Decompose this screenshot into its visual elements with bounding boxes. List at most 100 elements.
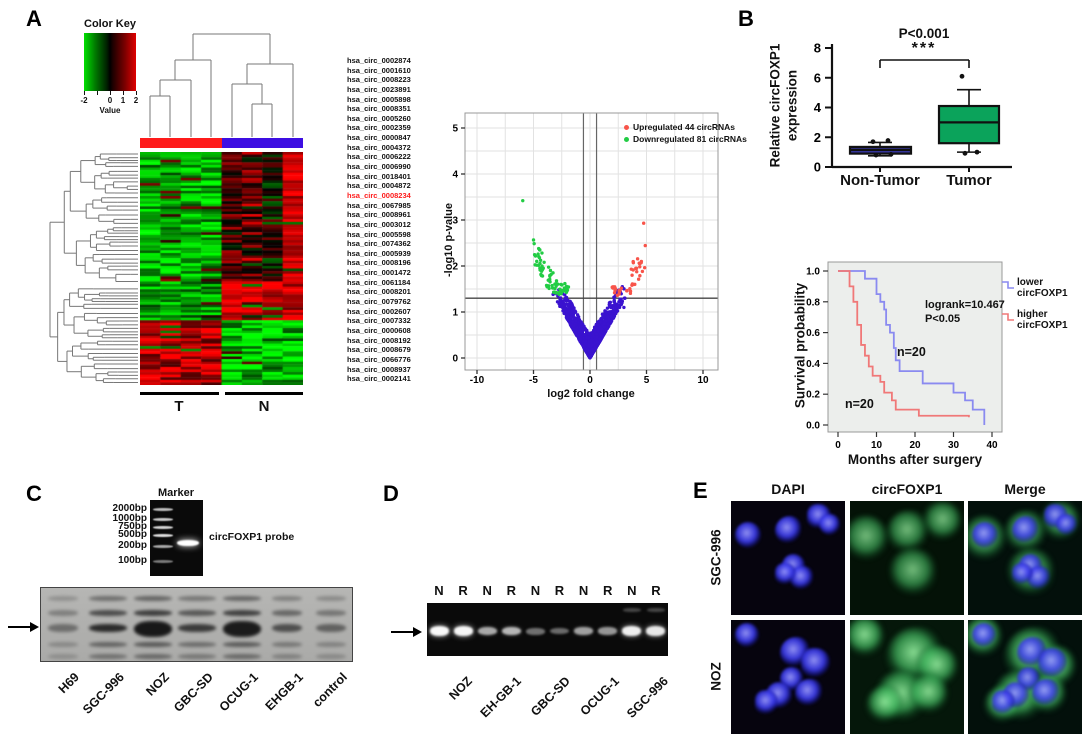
- lane-header-r: R: [458, 583, 468, 598]
- pcr-band: [477, 626, 497, 636]
- t-group-label: T: [174, 398, 184, 415]
- fluor-nucleus: [735, 623, 759, 647]
- km-y-axis-label: Survival probability: [792, 282, 808, 409]
- circrna-item: hsa_circ_0006990: [347, 162, 411, 172]
- blot-band: [89, 610, 127, 616]
- n-group-label: N: [258, 398, 270, 415]
- lane-header-n: N: [434, 583, 444, 598]
- km-legend-higher-glyph: [1002, 313, 1014, 321]
- blot-band: [316, 624, 346, 632]
- km-pvalue: P<0.05: [925, 313, 961, 325]
- fluor-nucleus: [1011, 516, 1039, 543]
- blot-band: [178, 654, 216, 659]
- probe-band: [177, 540, 199, 546]
- pcr-band: [429, 626, 449, 636]
- fluor-nucleus: [795, 678, 822, 705]
- circrna-item: hsa_circ_0005598: [347, 229, 411, 239]
- boxplot-category-nontumor: Non-Tumor: [840, 172, 920, 189]
- pcr-band: [598, 627, 618, 635]
- km-logrank: logrank=10.467: [925, 299, 1005, 311]
- circrna-item: hsa_circ_0002607: [347, 306, 411, 316]
- panel-e-label: E: [693, 478, 708, 503]
- blot-band: [272, 642, 302, 647]
- circrna-item: hsa_circ_0074362: [347, 239, 411, 249]
- color-key-tick-label: -2: [80, 96, 88, 105]
- fluor-nucleus: [1032, 678, 1059, 705]
- km-y-tick: 0.0: [806, 421, 820, 432]
- probe-label: circFOXP1 probe: [209, 531, 295, 543]
- n-group-underline: [225, 392, 303, 396]
- fluor-tile-green-sgc-996: [850, 501, 964, 615]
- km-y-tick: 0.2: [806, 390, 820, 401]
- fluor-tile-merge-sgc-996: [968, 501, 1082, 615]
- fluor-cell: [850, 620, 885, 656]
- color-key-tickmark: [97, 91, 98, 95]
- km-y-tick: 0.8: [806, 297, 820, 308]
- volcano-x-tick: 10: [697, 375, 709, 386]
- km-y-tick: 0.6: [806, 328, 820, 339]
- volcano-y-tick: 4: [452, 170, 458, 181]
- km-x-tick: 10: [871, 440, 883, 451]
- circrna-item: hsa_circ_0008351: [347, 104, 411, 114]
- ladder-label: 1000bp: [112, 513, 147, 524]
- circrna-item: hsa_circ_0008223: [347, 75, 411, 85]
- band-arrow-icon-c: [8, 620, 39, 633]
- ladder-label: 500bp: [118, 529, 147, 540]
- circrna-item: hsa_circ_0001610: [347, 65, 411, 75]
- pcr-faint-band: [646, 608, 665, 612]
- km-legend-lower-glyph: [1002, 281, 1014, 289]
- circrna-item: hsa_circ_0079762: [347, 297, 411, 307]
- kaplan-meier-plot: 0.0 0.2 0.4 0.6 0.8 1.0 0 10 20 30 40: [806, 261, 1014, 451]
- circrna-item: hsa_circ_0018401: [347, 171, 411, 181]
- color-key-gradient: [84, 33, 136, 91]
- km-legend-lower-line1: lower: [1017, 277, 1044, 288]
- volcano-y-tick: 0: [452, 354, 458, 365]
- pcr-band: [646, 626, 666, 636]
- blot-band: [134, 610, 172, 616]
- pcr-faint-band: [622, 608, 641, 612]
- volcano-x-tick: 5: [644, 375, 650, 386]
- fluor-nucleus: [800, 647, 830, 677]
- pcr-band: [525, 627, 545, 635]
- volcano-y-tick: 5: [452, 124, 458, 135]
- circrna-item: hsa_circ_0008201: [347, 287, 411, 297]
- volcano-x-tick: 0: [587, 375, 593, 386]
- group-bar-tumor: [140, 138, 222, 148]
- fluor-nucleus: [818, 514, 840, 536]
- boxplot-y-label-line2: expression: [784, 69, 800, 142]
- circrna-item: hsa_circ_0023891: [347, 84, 411, 94]
- volcano-y-axis-label: -log10 p-value: [443, 203, 455, 277]
- circrna-list: hsa_circ_0002874 hsa_circ_0001610 hsa_circ…: [347, 56, 467, 384]
- t-group-underline: [140, 392, 219, 396]
- panel-c-label: C: [26, 481, 42, 506]
- boxplot-y-tick: 8: [814, 41, 821, 56]
- row-label-sgc996: SGC-996: [708, 529, 724, 586]
- fluor-nucleus: [774, 516, 802, 543]
- circrna-item: hsa_circ_0000608: [347, 325, 411, 335]
- panel-a-label: A: [26, 6, 42, 31]
- km-y-tick: 0.4: [806, 359, 820, 370]
- color-key-tick-label: 1: [120, 96, 126, 105]
- fluor-nucleus: [775, 563, 797, 585]
- circrna-item: hsa_circ_0002874: [347, 56, 411, 65]
- boxplot-category-tumor: Tumor: [946, 172, 992, 189]
- blot-band: [272, 654, 302, 659]
- ladder-label: 100bp: [118, 555, 147, 566]
- boxplot-y-tick: 0: [814, 160, 821, 175]
- band-arrow-icon-d: [391, 625, 422, 638]
- fluor-tile-dapi-sgc-996: [731, 501, 845, 615]
- circrna-item: hsa_circ_0000847: [347, 133, 411, 143]
- lane-header-r: R: [602, 583, 613, 598]
- blot-band: [134, 642, 172, 647]
- km-x-tick: 40: [986, 440, 998, 451]
- blot-band: [89, 624, 127, 632]
- blot-band: [48, 610, 78, 616]
- blot-band: [89, 596, 127, 601]
- volcano-x-tick: -10: [470, 375, 485, 386]
- pcr-gel-image: [427, 603, 668, 656]
- ladder-band: [153, 518, 173, 521]
- color-key-tick-label: 0: [107, 96, 113, 105]
- color-key-axis-label: Value: [99, 106, 121, 115]
- row-dendrogram: [49, 153, 138, 383]
